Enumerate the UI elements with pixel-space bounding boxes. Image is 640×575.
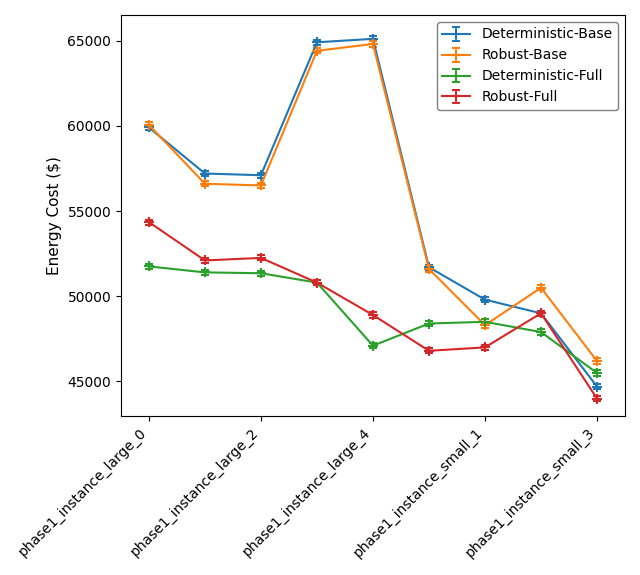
- Y-axis label: Energy Cost ($): Energy Cost ($): [47, 156, 62, 275]
- Legend: Deterministic-Base, Robust-Base, Deterministic-Full, Robust-Full: Deterministic-Base, Robust-Base, Determi…: [437, 22, 618, 110]
